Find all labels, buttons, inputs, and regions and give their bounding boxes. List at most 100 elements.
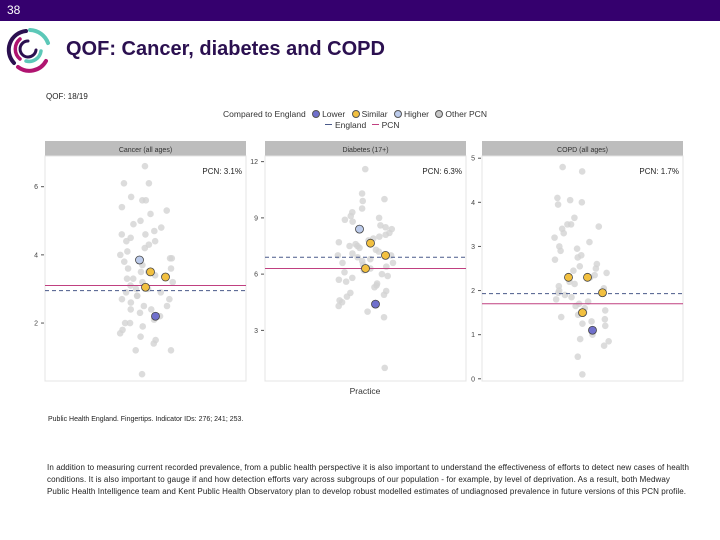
other-pcn-point [141, 162, 149, 170]
other-pcn-point [557, 313, 565, 321]
other-pcn-point [554, 194, 561, 202]
other-pcn-point [118, 231, 126, 238]
other-pcn-point [356, 244, 363, 252]
other-pcn-point [126, 319, 134, 327]
other-pcn-point [120, 179, 128, 187]
other-pcn-point [578, 199, 586, 206]
panel-area [44, 155, 247, 382]
practice-point-lower [371, 299, 380, 309]
practice-point-higher [355, 224, 364, 234]
other-pcn-point [137, 217, 144, 225]
panel-area [481, 155, 684, 382]
other-pcn-point [375, 214, 383, 222]
other-pcn-point [341, 216, 349, 224]
other-pcn-point [382, 231, 389, 239]
other-pcn-point [586, 238, 593, 246]
scatter-chart: Cancer (all ages) 2 4 6 PCN: 3.1% Diabetes (1… [34, 141, 684, 396]
other-pcn-point [382, 223, 389, 231]
legend-other-icon [435, 110, 444, 118]
other-pcn-point [136, 309, 144, 317]
panel-title: COPD (all ages) [557, 147, 608, 154]
panel-strip [265, 141, 466, 156]
other-pcn-point [166, 295, 173, 303]
other-pcn-point [157, 224, 165, 231]
other-pcn-point [349, 250, 356, 257]
other-pcn-point [551, 234, 558, 241]
other-pcn-point [147, 210, 154, 218]
other-pcn-point [141, 244, 149, 252]
other-pcn-point [132, 285, 140, 293]
y-tick-label: 12 [250, 159, 258, 166]
other-pcn-point [588, 318, 595, 325]
slide-number: 38 [7, 3, 21, 17]
other-pcn-point [595, 223, 603, 230]
y-tick-label: 0 [471, 376, 475, 383]
other-pcn-point [140, 302, 148, 310]
other-pcn-point [116, 329, 124, 337]
body-paragraph: In addition to measuring current recorde… [47, 463, 690, 497]
other-pcn-point [570, 267, 577, 275]
other-pcn-point [346, 242, 353, 250]
practice-point-similar [366, 238, 375, 248]
logo-icon [6, 28, 50, 73]
legend-lines: England PCN [322, 120, 400, 130]
other-pcn-point [137, 268, 145, 276]
other-pcn-point [120, 258, 128, 265]
other-pcn-point [122, 289, 130, 296]
panel-title: Diabetes (17+) [342, 147, 388, 154]
other-pcn-point [130, 220, 137, 228]
other-pcn-point [169, 278, 176, 286]
practice-point-similar [141, 282, 150, 292]
other-pcn-point [552, 296, 560, 303]
y-tick-label: 9 [254, 215, 258, 222]
other-pcn-point [129, 275, 137, 283]
pcn-value-label: PCN: 3.1% [202, 167, 242, 176]
other-pcn-point [142, 231, 149, 238]
practice-point-similar [361, 264, 370, 273]
other-pcn-point [561, 291, 569, 299]
panel-strip [45, 141, 246, 156]
other-pcn-point [551, 256, 559, 263]
y-tick-label: 3 [471, 244, 475, 251]
practice-point-lower [588, 325, 597, 335]
practice-point-similar [146, 267, 155, 277]
panel-strip [482, 141, 683, 156]
legend-england: England [335, 120, 367, 130]
other-pcn-point [567, 221, 575, 228]
other-pcn-point [123, 275, 131, 283]
legend-lower: Lower [322, 109, 346, 119]
other-pcn-point [342, 278, 350, 285]
practice-point-similar [598, 288, 607, 298]
other-pcn-point [341, 268, 348, 276]
other-pcn-point [584, 298, 592, 305]
pcn-line-icon [371, 124, 379, 125]
other-pcn-point [378, 270, 386, 278]
other-pcn-point [335, 276, 343, 284]
other-pcn-point [335, 238, 343, 246]
other-pcn-point [566, 196, 574, 204]
chart-subtitle: QOF: 18/19 [46, 92, 88, 101]
y-tick-label: 5 [471, 156, 475, 163]
other-pcn-point [124, 248, 131, 255]
other-pcn-point [138, 370, 146, 378]
other-pcn-point [117, 251, 124, 259]
other-pcn-point [349, 218, 356, 225]
legend-lower-icon [312, 110, 321, 118]
other-pcn-point [380, 291, 388, 299]
y-tick-label: 2 [34, 321, 38, 328]
source-note: Public Health England. Fingertips. Indic… [48, 416, 244, 423]
other-pcn-point [339, 259, 346, 267]
other-pcn-point [118, 203, 126, 211]
legend-other: Other PCN [445, 109, 487, 119]
practice-point-lower [151, 311, 160, 321]
other-pcn-point [559, 163, 566, 171]
other-pcn-point [127, 306, 135, 313]
other-pcn-point [601, 322, 609, 330]
pcn-value-label: PCN: 1.7% [639, 167, 679, 176]
other-pcn-point [142, 197, 150, 204]
other-pcn-point [375, 248, 383, 255]
other-pcn-point [163, 302, 171, 310]
other-pcn-point [605, 337, 612, 345]
other-pcn-point [560, 229, 568, 237]
other-pcn-point [574, 254, 582, 261]
